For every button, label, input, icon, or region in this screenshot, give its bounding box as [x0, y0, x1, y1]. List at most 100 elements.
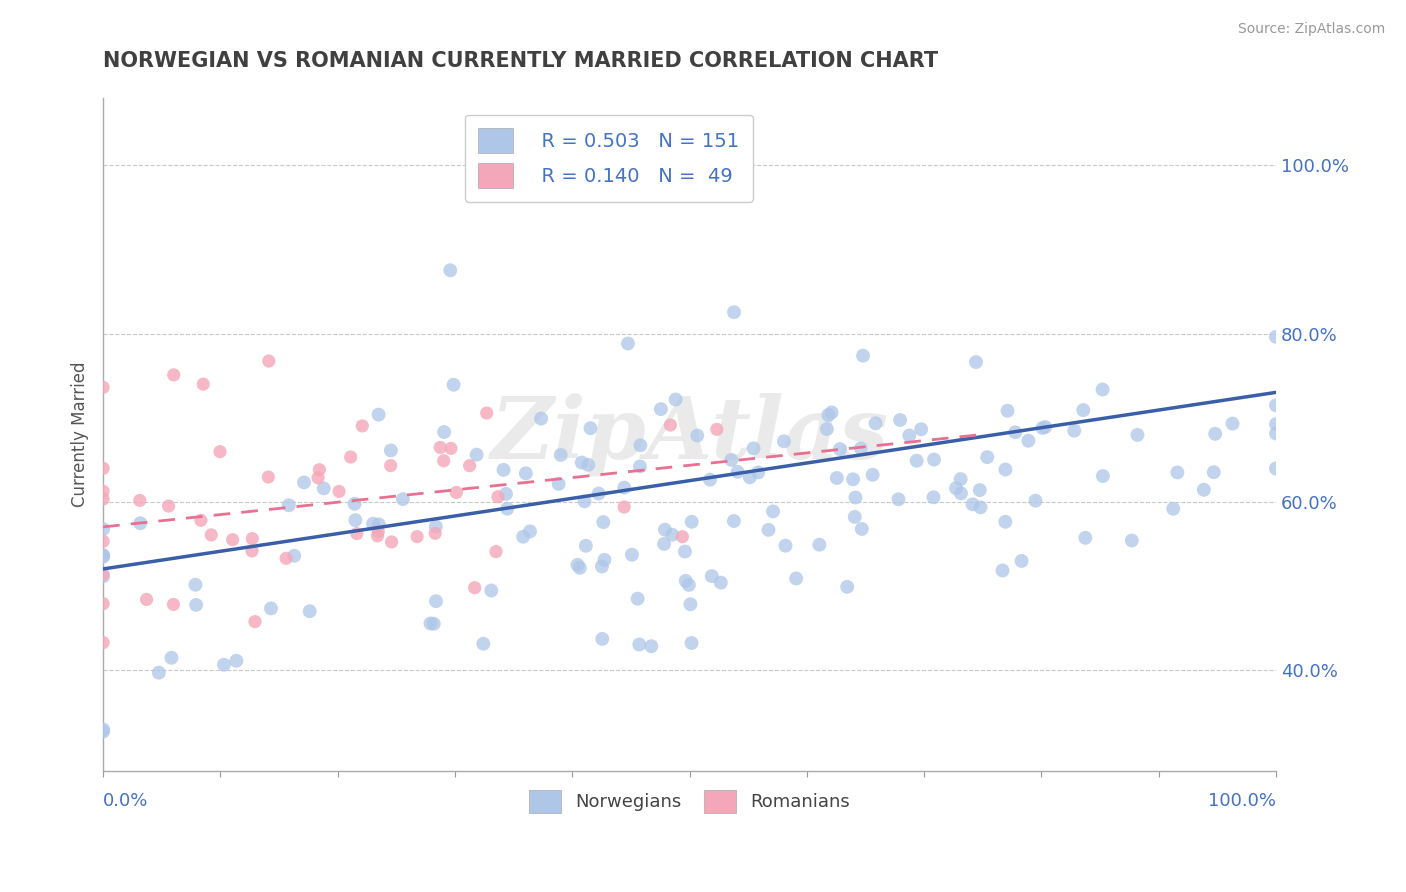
Point [440, 442, 463, 456]
Point [962, 497, 984, 511]
Point [346, 526, 368, 541]
Point [392, 492, 415, 507]
Point [1091, 383, 1114, 397]
Point [747, 466, 769, 480]
Point [808, 538, 831, 552]
Point [591, 632, 613, 646]
Point [720, 453, 742, 467]
Point [328, 484, 350, 499]
Point [221, 533, 243, 547]
Point [1121, 533, 1143, 548]
Point [475, 406, 498, 420]
Point [307, 471, 329, 485]
Point [949, 486, 972, 500]
Point [661, 527, 683, 541]
Point [381, 535, 404, 549]
Point [652, 537, 675, 551]
Point [367, 524, 389, 539]
Point [530, 411, 553, 425]
Point [567, 558, 589, 572]
Point [842, 472, 865, 486]
Point [1071, 403, 1094, 417]
Point [367, 408, 389, 422]
Y-axis label: Currently Married: Currently Married [72, 361, 89, 508]
Point [628, 459, 651, 474]
Point [889, 413, 911, 427]
Point [844, 509, 866, 524]
Point [1063, 424, 1085, 438]
Point [361, 516, 384, 531]
Point [91, 567, 114, 582]
Text: NORWEGIAN VS ROMANIAN CURRENTLY MARRIED CORRELATION CHART: NORWEGIAN VS ROMANIAN CURRENTLY MARRIED … [103, 51, 938, 71]
Point [659, 417, 682, 432]
Point [945, 481, 967, 495]
Point [1265, 398, 1288, 412]
Point [1265, 426, 1288, 441]
Point [91, 724, 114, 739]
Point [640, 639, 662, 653]
Point [344, 513, 367, 527]
Point [1161, 501, 1184, 516]
Point [628, 638, 651, 652]
Point [821, 405, 844, 419]
Point [419, 616, 441, 631]
Point [650, 402, 672, 417]
Point [495, 487, 517, 501]
Point [910, 422, 932, 436]
Point [1166, 466, 1188, 480]
Point [91, 491, 114, 506]
Legend: Norwegians, Romanians: Norwegians, Romanians [520, 780, 859, 822]
Point [773, 434, 796, 449]
Point [613, 500, 636, 514]
Point [91, 597, 114, 611]
Point [200, 528, 222, 542]
Point [575, 539, 598, 553]
Point [723, 305, 745, 319]
Point [579, 421, 602, 435]
Point [312, 482, 335, 496]
Point [464, 581, 486, 595]
Point [429, 441, 451, 455]
Point [679, 597, 702, 611]
Point [675, 574, 697, 588]
Point [673, 544, 696, 558]
Point [163, 368, 186, 382]
Point [486, 490, 509, 504]
Point [519, 524, 541, 539]
Point [738, 470, 761, 484]
Point [91, 549, 114, 563]
Point [91, 484, 114, 499]
Point [157, 499, 180, 513]
Text: ZipAtlas: ZipAtlas [491, 392, 889, 476]
Point [184, 578, 207, 592]
Point [620, 548, 643, 562]
Point [922, 490, 945, 504]
Point [425, 519, 447, 533]
Point [443, 377, 465, 392]
Text: 0.0%: 0.0% [103, 792, 149, 810]
Point [485, 544, 508, 558]
Point [617, 336, 640, 351]
Point [439, 263, 461, 277]
Point [91, 723, 114, 737]
Point [965, 355, 987, 369]
Point [1033, 420, 1056, 434]
Point [571, 456, 593, 470]
Point [367, 517, 389, 532]
Point [128, 493, 150, 508]
Point [91, 549, 114, 564]
Point [343, 497, 366, 511]
Point [568, 561, 591, 575]
Point [339, 450, 361, 464]
Point [257, 470, 280, 484]
Point [1192, 483, 1215, 497]
Point [433, 454, 456, 468]
Point [162, 598, 184, 612]
Text: Source: ZipAtlas.com: Source: ZipAtlas.com [1237, 22, 1385, 37]
Point [1202, 465, 1225, 479]
Point [208, 444, 231, 458]
Point [352, 418, 374, 433]
Point [91, 522, 114, 536]
Point [905, 454, 928, 468]
Point [699, 473, 721, 487]
